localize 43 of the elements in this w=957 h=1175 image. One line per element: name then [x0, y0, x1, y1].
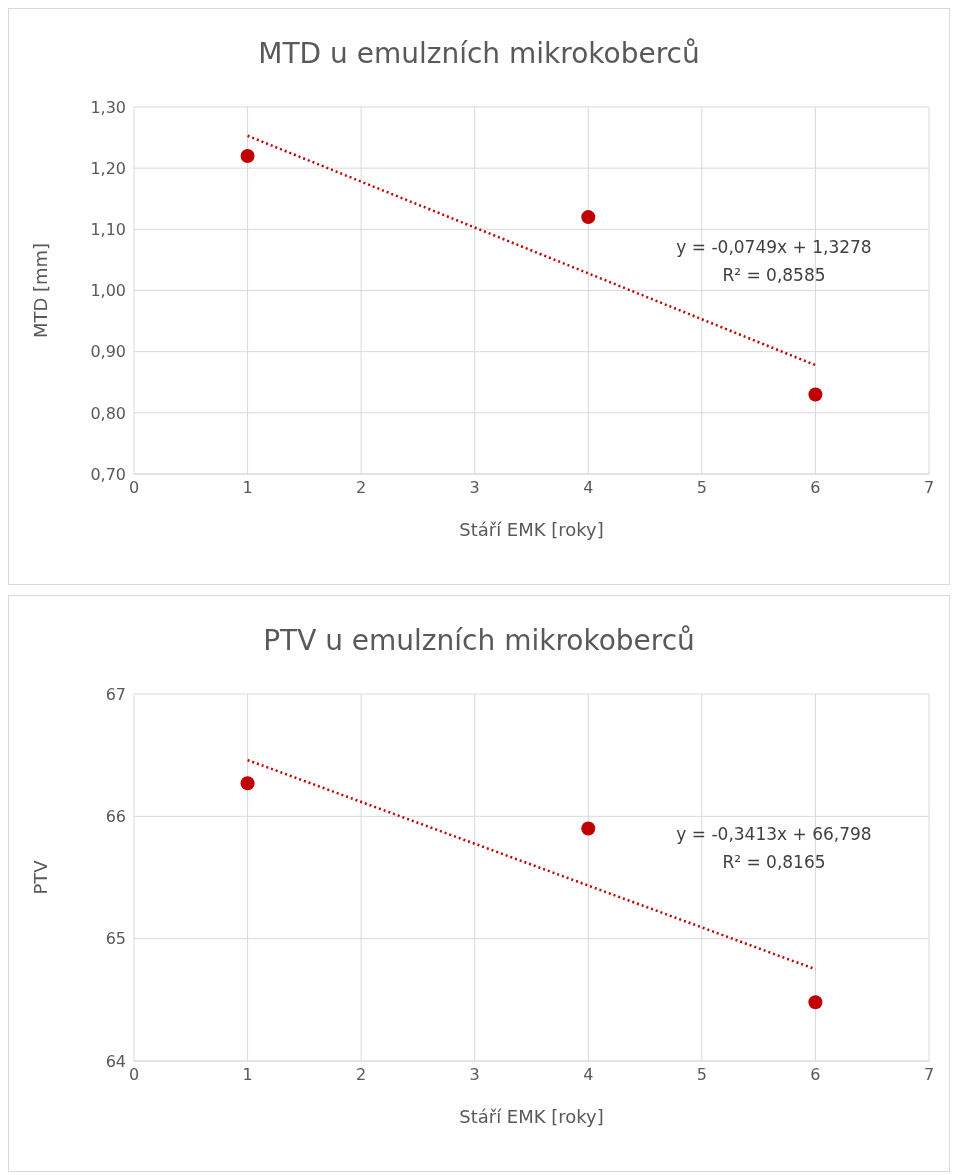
- x-tick-label: 6: [810, 478, 821, 498]
- y-tick-label: 0,80: [90, 403, 126, 423]
- x-tick-label: 1: [242, 1065, 253, 1085]
- annotation: y = -0,3413x + 66,798: [675, 824, 873, 844]
- annotation: R² = 0,8585: [721, 265, 827, 285]
- x-axis-title: Stáří EMK [roky]: [459, 1106, 604, 1127]
- x-tick-label: 4: [583, 1065, 594, 1085]
- x-tick-label: 2: [356, 478, 367, 498]
- y-tick-label: 1,00: [90, 281, 126, 301]
- x-tick-label: 0: [128, 1065, 140, 1085]
- x-tick-label: 7: [923, 1065, 935, 1085]
- y-tick-label: 65: [105, 929, 126, 949]
- point: [581, 821, 596, 836]
- point: [808, 387, 823, 402]
- y-tick-label: 1,20: [90, 158, 126, 178]
- y-tick-label: 0,70: [90, 464, 126, 484]
- chart-title: MTD u emulzních mikrokoberců: [257, 37, 701, 70]
- x-tick-label: 3: [469, 478, 480, 498]
- x-tick-label: 4: [583, 478, 594, 498]
- point: [240, 776, 255, 791]
- chart-title: PTV u emulzních mikrokoberců: [262, 624, 696, 657]
- x-tick-label: 2: [356, 1065, 367, 1085]
- y-tick-label: 1,10: [90, 220, 126, 240]
- x-tick-label: 1: [242, 478, 253, 498]
- x-tick-label: 7: [923, 478, 935, 498]
- y-axis-title: MTD [mm]: [30, 242, 52, 339]
- y-tick-label: 0,90: [90, 342, 126, 362]
- annotation: R² = 0,8165: [721, 852, 827, 872]
- x-tick-label: 3: [469, 1065, 480, 1085]
- x-tick-label: 6: [810, 1065, 821, 1085]
- annotation: y = -0,0749x + 1,3278: [675, 237, 873, 257]
- y-axis-title: PTV: [30, 859, 52, 895]
- x-tick-label: 5: [696, 478, 707, 498]
- y-tick-label: 1,30: [90, 97, 126, 117]
- point: [581, 210, 596, 225]
- x-tick-label: 0: [128, 478, 140, 498]
- y-tick-label: 64: [105, 1051, 126, 1071]
- y-tick-label: 66: [105, 807, 126, 827]
- y-tick-label: 67: [105, 684, 126, 704]
- x-axis-title: Stáří EMK [roky]: [459, 519, 604, 540]
- x-tick-label: 5: [696, 1065, 707, 1085]
- point: [240, 148, 255, 163]
- point: [808, 995, 823, 1010]
